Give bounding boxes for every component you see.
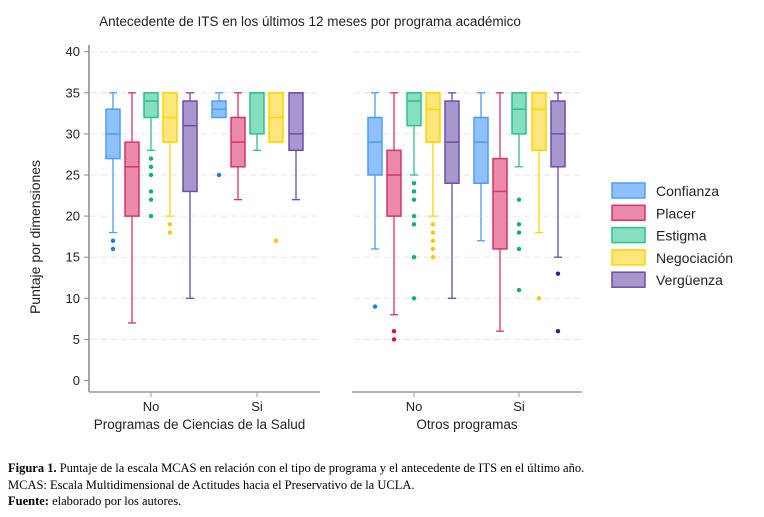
box-placer — [492, 157, 508, 250]
outlier-point — [148, 189, 154, 194]
box-vergüenza — [288, 92, 304, 152]
outlier-point — [430, 238, 436, 243]
box-estigma — [511, 92, 527, 135]
outlier-point — [411, 197, 417, 202]
y-tick-label: 40 — [66, 44, 80, 59]
caption-fig-text: Puntaje de la escala MCAS en relación co… — [59, 461, 585, 475]
outlier-point — [430, 255, 436, 260]
y-tick-label: 15 — [66, 250, 80, 265]
caption-source-text: elaborado por los autores. — [52, 494, 182, 508]
box-plot-chart: Antecedente de ITS en los últimos 12 mes… — [27, 14, 733, 432]
outlier-point — [516, 230, 522, 235]
outlier-point — [273, 238, 279, 243]
outlier-point — [148, 197, 154, 202]
legend-swatch — [611, 271, 646, 288]
chart-title: Antecedente de ITS en los últimos 12 mes… — [99, 14, 521, 29]
box-estigma — [143, 92, 159, 119]
legend-label: Estigma — [656, 228, 707, 244]
outlier-point — [167, 230, 173, 235]
box-confianza — [367, 116, 383, 176]
outlier-point — [411, 255, 417, 260]
box-confianza — [473, 116, 489, 184]
legend-swatch — [611, 204, 646, 222]
outlier-point — [391, 328, 397, 334]
outlier-point — [110, 238, 116, 243]
caption-fig-label: Figura 1. — [8, 461, 57, 475]
legend-label: Negociación — [656, 250, 733, 266]
outlier-point — [216, 172, 222, 178]
outlier-point — [516, 287, 522, 293]
outlier-point — [430, 230, 436, 235]
legend-label: Placer — [656, 205, 696, 221]
legend-swatch — [611, 249, 646, 266]
caption-figure: Figura 1. Puntaje de la escala MCAS en r… — [8, 461, 584, 476]
outlier-point — [430, 222, 436, 227]
outlier-point — [411, 213, 417, 219]
outlier-point — [430, 246, 436, 252]
panel-label: Otros programas — [416, 417, 518, 432]
x-tick-label: Si — [251, 399, 263, 414]
outlier-point — [148, 156, 154, 161]
outlier-point — [555, 328, 561, 334]
legend-label: Vergüenza — [656, 272, 723, 288]
outlier-point — [411, 222, 417, 227]
outlier-point — [148, 172, 154, 178]
y-tick-label: 5 — [73, 332, 80, 347]
x-tick-label: Si — [513, 399, 525, 414]
y-tick-label: 0 — [73, 373, 80, 388]
box-vergüenza — [182, 100, 198, 193]
y-tick-label: 10 — [66, 291, 80, 306]
caption-source-label: Fuente: — [8, 494, 49, 508]
y-tick-label: 30 — [66, 126, 80, 141]
y-tick-label: 25 — [66, 168, 80, 183]
y-axis-label: Puntaje por dimensiones — [27, 160, 43, 314]
panel-label: Programas de Ciencias de la Salud — [94, 417, 306, 432]
legend-swatch — [611, 182, 646, 199]
outlier-point — [148, 213, 154, 219]
legend-swatch — [611, 226, 646, 244]
outlier-point — [167, 222, 173, 227]
legend-label: Confianza — [656, 183, 719, 199]
box-estigma — [249, 92, 265, 135]
outlier-point — [516, 197, 522, 202]
outlier-point — [411, 296, 417, 301]
outlier-point — [555, 271, 561, 276]
outlier-point — [148, 164, 154, 169]
outlier-point — [516, 222, 522, 227]
box-placer — [386, 149, 402, 217]
x-tick-label: No — [406, 399, 423, 414]
outlier-point — [411, 189, 417, 194]
y-tick-label: 35 — [66, 85, 80, 100]
box-negociación — [425, 92, 441, 143]
caption-source: Fuente: elaborado por los autores. — [8, 494, 181, 509]
outlier-point — [516, 246, 522, 252]
box-placer — [124, 141, 140, 217]
outlier-point — [411, 181, 417, 186]
box-negociación — [531, 92, 547, 152]
y-tick-label: 20 — [66, 209, 80, 224]
box-estigma — [406, 92, 422, 127]
outlier-point — [372, 304, 378, 309]
outlier-point — [110, 246, 116, 252]
caption-line2: MCAS: Escala Multidimensional de Actitud… — [8, 478, 415, 492]
outlier-point — [391, 337, 397, 342]
x-tick-label: No — [143, 399, 160, 414]
outlier-point — [536, 296, 542, 301]
